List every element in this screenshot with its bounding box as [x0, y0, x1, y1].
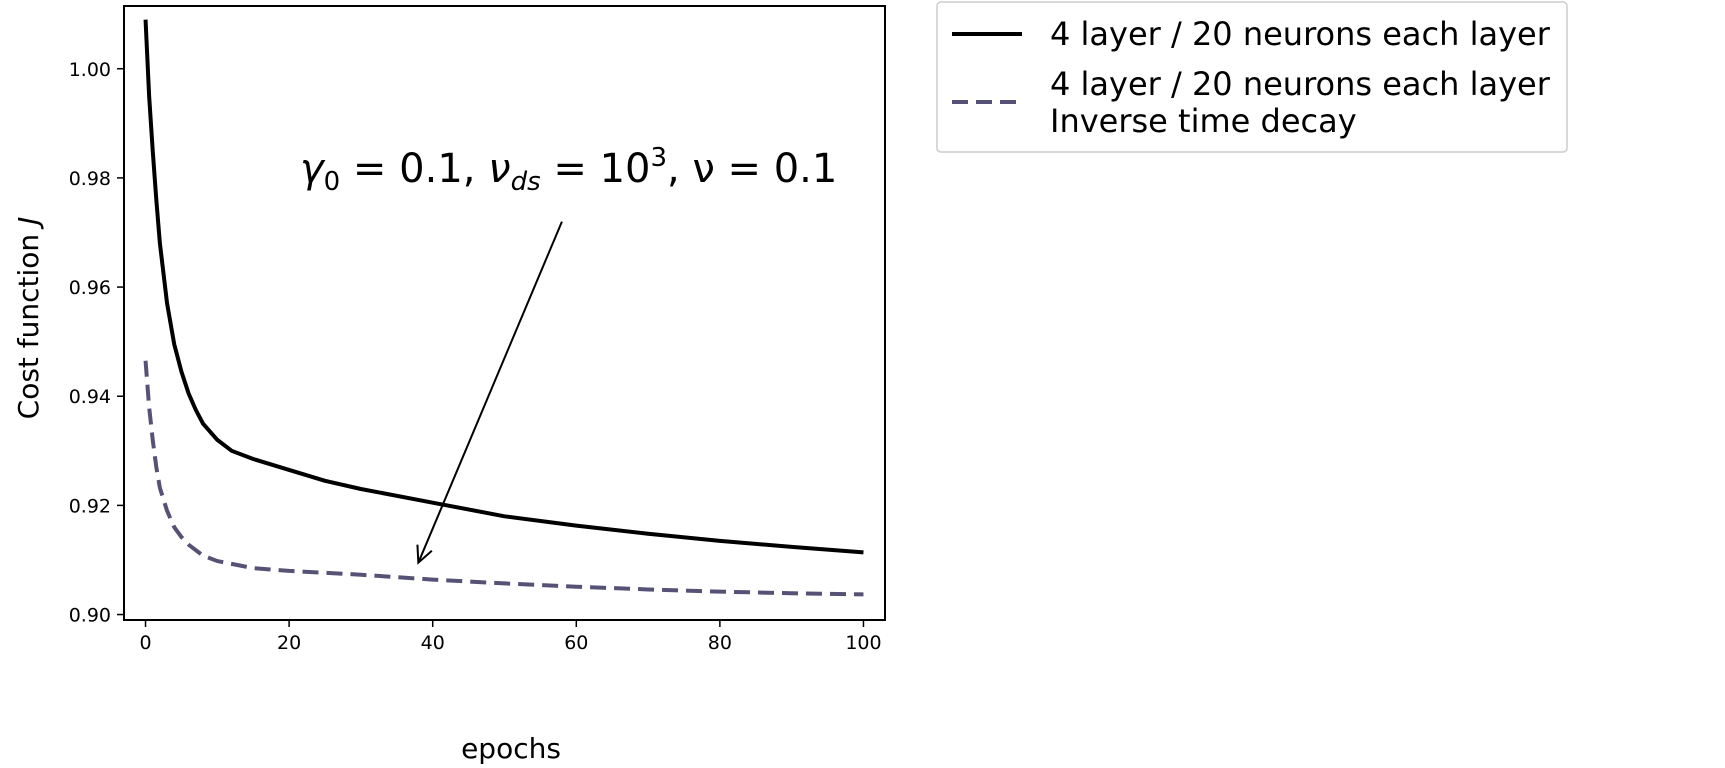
- x-tick-label: 60: [564, 632, 588, 654]
- series-line-1: [143, 19, 864, 555]
- y-axis-label: Cost function J: [12, 217, 45, 420]
- annotation-part1: = 0.1,: [340, 146, 488, 192]
- x-tick-label: 80: [708, 632, 732, 654]
- x-tick-label: 40: [421, 632, 445, 654]
- axis-ticks: 0 20 40 60 80 100 0.90 0.92 0.94 0.96 0.98 1.00: [69, 59, 882, 654]
- y-tick-label: 0.98: [69, 168, 111, 190]
- annotation-exponent: 3: [650, 143, 667, 173]
- x-axis-label: epochs: [461, 732, 561, 765]
- x-tick-label: 100: [845, 632, 881, 654]
- y-tick-label: 1.00: [69, 59, 111, 81]
- legend-box: [936, 1, 1568, 153]
- annotation-part3: , ν = 0.1: [667, 146, 837, 192]
- annotation-text: γ0 = 0.1, νds = 103, ν = 0.1: [300, 143, 837, 197]
- annotation-nu: ν: [488, 146, 510, 192]
- plot-area: [123, 5, 886, 621]
- x-tick-label: 0: [139, 632, 151, 654]
- legend: 4 layer / 20 neurons each layer 4 layer …: [936, 1, 1568, 153]
- annotation-gamma: γ: [300, 146, 326, 192]
- y-tick-label: 0.90: [69, 605, 111, 627]
- legend-entry-2-label-line2: Inverse time decay: [1050, 102, 1357, 140]
- annotation-part2: = 10: [541, 146, 651, 192]
- plot-frame: [123, 5, 886, 621]
- annotation-gamma-sub: 0: [324, 167, 341, 197]
- y-axis-label-main: Cost function: [12, 225, 45, 419]
- legend-entry-2-label-line1: 4 layer / 20 neurons each layer: [1050, 65, 1551, 103]
- x-tick-label: 20: [277, 632, 301, 654]
- y-tick-label: 0.96: [69, 277, 111, 299]
- annotation-arrow-head: [416, 544, 433, 565]
- annotation-nu-sub: ds: [511, 167, 541, 197]
- y-tick-label: 0.94: [69, 386, 111, 408]
- annotation-arrow-shaft: [417, 221, 563, 564]
- series-line-2: [143, 360, 864, 597]
- legend-entry-1-label: 4 layer / 20 neurons each layer: [1050, 15, 1551, 53]
- y-tick-label: 0.92: [69, 495, 111, 517]
